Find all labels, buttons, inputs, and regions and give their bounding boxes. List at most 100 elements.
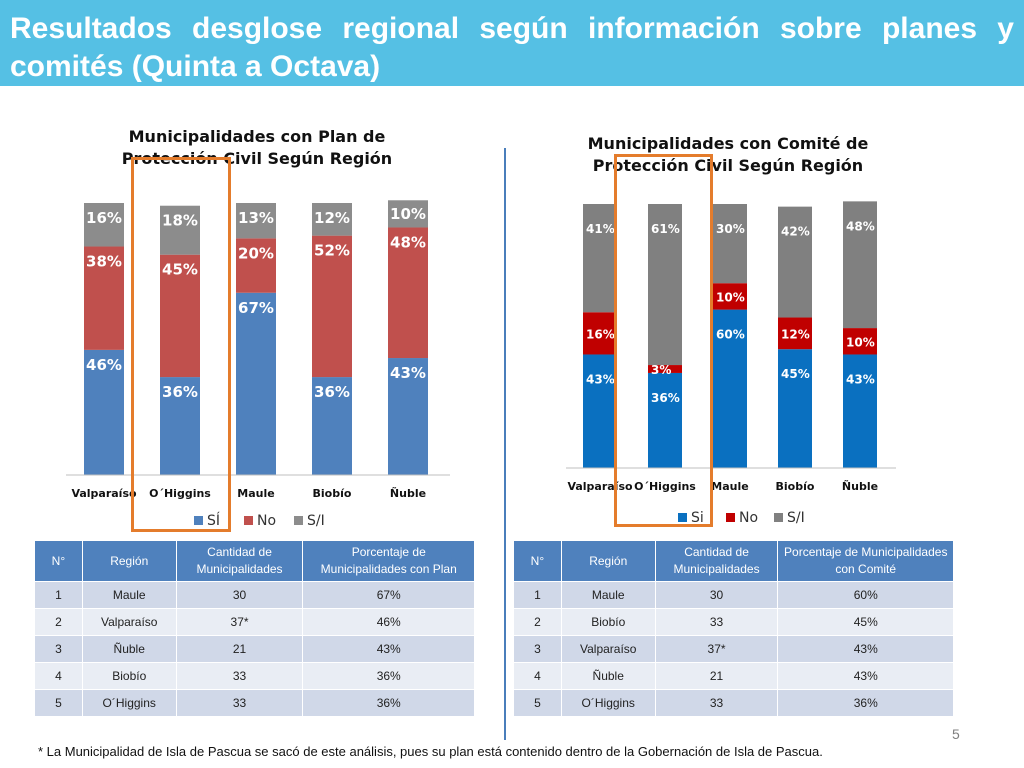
plan-data-label-no-biobio: 52% xyxy=(314,242,350,260)
comite-legend-swatch-si xyxy=(678,513,687,522)
plan-table-cell: 36% xyxy=(302,689,475,717)
comite-bar-si-nuble xyxy=(843,354,877,468)
plan-table-cell: Maule xyxy=(81,581,177,609)
comite-bar-si-biobio xyxy=(778,349,812,468)
comite-table-cell: 1 xyxy=(513,581,562,609)
comite-table-cell: Biobío xyxy=(560,608,656,636)
comite-bar-s-i-nuble xyxy=(843,201,877,329)
comite-data-label-si-valparaiso: 43% xyxy=(586,372,615,386)
page-number: 5 xyxy=(952,726,960,742)
plan-table-row: 4 Biobío 33 36% xyxy=(34,662,475,690)
plan-table-cell: 30 xyxy=(175,581,304,609)
plan-data-label-s-i-nuble: 10% xyxy=(390,205,426,223)
comite-legend-swatch-no xyxy=(726,513,735,522)
plan-table-cell: 2 xyxy=(34,608,83,636)
comite-bar-s-i-biobio xyxy=(778,206,812,318)
comite-legend-label-s-i: S/I xyxy=(787,510,805,526)
comite-header-cell: Porcentaje de Municipalidades con Comité xyxy=(777,540,954,582)
plan-table-cell: 4 xyxy=(34,662,83,690)
comite-data-label-no-nuble: 10% xyxy=(846,335,875,349)
plan-table-cell: 36% xyxy=(302,662,475,690)
plan-tick-label-maule: Maule xyxy=(237,487,274,500)
plan-tick-label-biobio: Biobío xyxy=(313,487,352,500)
plan-data-label-si-o-higgins: 36% xyxy=(162,383,198,401)
comite-table-cell: 37* xyxy=(654,635,779,663)
comite-bar-no-biobio xyxy=(778,317,812,350)
plan-bar-si-biobio xyxy=(312,377,352,475)
plan-chart: Municipalidades con Plan de Protección Ci… xyxy=(66,118,450,536)
plan-data-label-si-biobio: 36% xyxy=(314,383,350,401)
comite-bar-no-valparaiso xyxy=(583,312,617,355)
plan-bar-no-nuble xyxy=(388,227,428,359)
plan-header-cell: N° xyxy=(34,540,83,582)
plan-table-row: 2 Valparaíso 37* 46% xyxy=(34,608,475,636)
plan-table-cell: O´Higgins xyxy=(81,689,177,717)
plan-data-label-no-nuble: 48% xyxy=(390,233,426,251)
comite-table-cell: 36% xyxy=(777,689,954,717)
plan-legend-swatch-s-i xyxy=(294,516,303,525)
comite-bar-si-valparaiso xyxy=(583,354,617,468)
comite-table-cell: 33 xyxy=(654,689,779,717)
plan-bar-s-i-maule xyxy=(236,203,276,239)
plan-table-row: 3 Ñuble 21 43% xyxy=(34,635,475,663)
plan-data-label-si-valparaiso: 46% xyxy=(86,356,122,374)
plan-table-cell: 5 xyxy=(34,689,83,717)
comite-data-label-no-valparaiso: 16% xyxy=(586,327,615,341)
plan-bar-no-biobio xyxy=(312,235,352,378)
comite-data-label-no-maule: 10% xyxy=(716,290,745,304)
title-bar xyxy=(0,0,1024,86)
plan-bar-s-i-biobio xyxy=(312,203,352,236)
plan-table-cell: 46% xyxy=(302,608,475,636)
comite-table-cell: 4 xyxy=(513,662,562,690)
comite-table-cell: Valparaíso xyxy=(560,635,656,663)
comite-data-label-s-i-valparaiso: 41% xyxy=(586,222,615,236)
divider-line xyxy=(504,148,506,740)
plan-bar-s-i-valparaiso xyxy=(84,203,124,247)
plan-legend-label-si: SÍ xyxy=(207,512,220,529)
plan-bar-no-maule xyxy=(236,238,276,293)
plan-data-label-s-i-maule: 13% xyxy=(238,209,274,227)
plan-bar-si-valparaiso xyxy=(84,349,124,475)
comite-chart: Municipalidades con Comité de Protección … xyxy=(556,128,906,530)
plan-title-line: Municipalidades con Plan de xyxy=(129,127,386,146)
comite-legend-swatch-s-i xyxy=(774,513,783,522)
comite-table-cell: 5 xyxy=(513,689,562,717)
plan-table-row: 5 O´Higgins 33 36% xyxy=(34,689,475,717)
plan-bar-s-i-nuble xyxy=(388,200,428,228)
plan-legend-label-no: No xyxy=(257,513,276,529)
comite-table-cell: 33 xyxy=(654,608,779,636)
comite-table-cell: 21 xyxy=(654,662,779,690)
plan-table-cell: 1 xyxy=(34,581,83,609)
comite-data-label-si-biobio: 45% xyxy=(781,367,810,381)
comite-bar-si-maule xyxy=(713,309,747,468)
comite-table-cell: 60% xyxy=(777,581,954,609)
comite-bar-no-nuble xyxy=(843,328,877,355)
comite-header-row: N° Región Cantidad de Municipalidades Porce… xyxy=(513,540,954,582)
plan-table-cell: 33 xyxy=(175,662,304,690)
comite-data-label-s-i-nuble: 48% xyxy=(846,219,875,233)
comite-table-row: 2 Biobío 33 45% xyxy=(513,608,954,636)
comite-table-cell: 2 xyxy=(513,608,562,636)
plan-tick-label-nuble: Ñuble xyxy=(390,487,426,500)
comite-header-cell: Cantidad de Municipalidades xyxy=(654,540,779,582)
comite-table-cell: 3 xyxy=(513,635,562,663)
comite-bar-no-maule xyxy=(713,283,747,310)
comite-table: N° Región Cantidad de Municipalidades Porce… xyxy=(513,540,954,717)
comite-data-label-s-i-biobio: 42% xyxy=(781,225,810,239)
comite-table-row: 4 Ñuble 21 43% xyxy=(513,662,954,690)
comite-title-line: Protección Civil Según Región xyxy=(593,156,863,175)
comite-title-line: Municipalidades con Comité de xyxy=(588,134,869,153)
plan-table-cell: 21 xyxy=(175,635,304,663)
plan-table-cell: 33 xyxy=(175,689,304,717)
plan-bar-si-o-higgins xyxy=(160,377,200,475)
plan-table-cell: 43% xyxy=(302,635,475,663)
plan-header-cell: Región xyxy=(81,540,177,582)
plan-bar-no-o-higgins xyxy=(160,254,200,378)
comite-table-cell: 43% xyxy=(777,662,954,690)
comite-header-cell: N° xyxy=(513,540,562,582)
plan-data-label-si-nuble: 43% xyxy=(390,364,426,382)
plan-table-cell: Valparaíso xyxy=(81,608,177,636)
comite-table-cell: 30 xyxy=(654,581,779,609)
comite-legend-label-no: No xyxy=(739,510,758,526)
comite-header-cell: Región xyxy=(560,540,656,582)
